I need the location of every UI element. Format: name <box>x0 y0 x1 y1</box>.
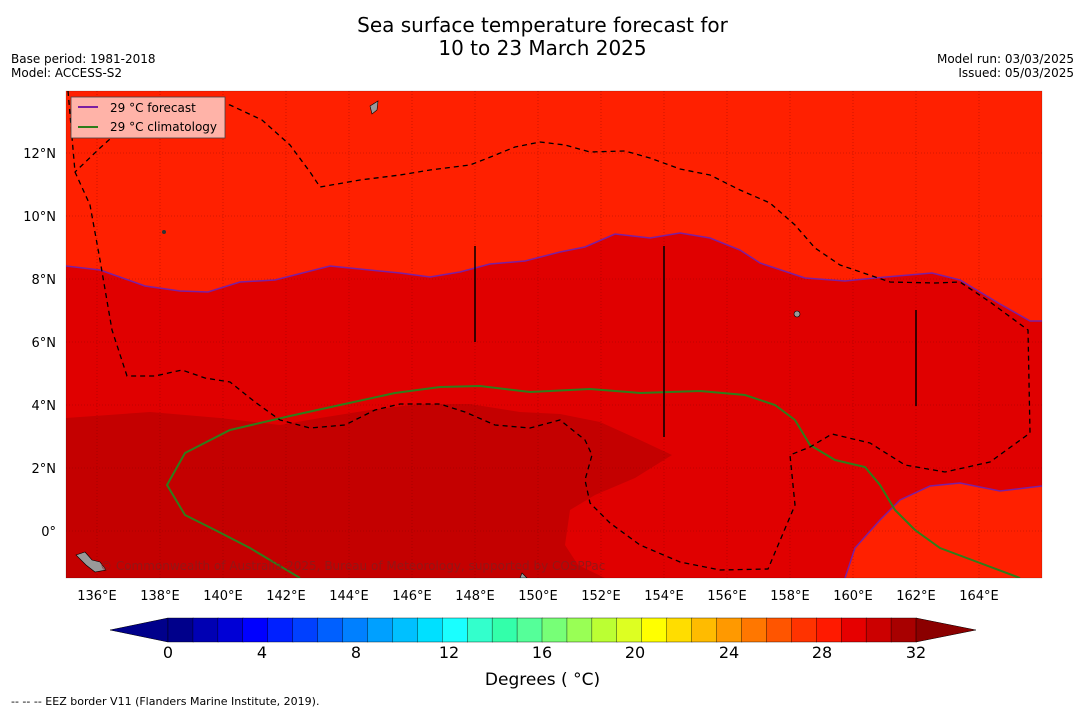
colorbar-tick: 4 <box>257 643 267 662</box>
colorbar-swatch <box>641 617 668 643</box>
colorbar-swatch <box>516 617 543 643</box>
colorbar-swatch <box>317 617 344 643</box>
lat-label: 2°N <box>32 462 57 477</box>
colorbar-swatch <box>541 617 568 643</box>
colorbar-tick: 12 <box>439 643 459 662</box>
lon-label: 148°E <box>455 589 495 604</box>
legend-forecast-label: 29 °C forecast <box>110 101 196 115</box>
legend: 29 °C forecast 29 °C climatology <box>70 96 226 139</box>
colorbar-swatch <box>192 617 219 643</box>
colorbar-swatch <box>591 617 618 643</box>
lon-label: 146°E <box>392 589 432 604</box>
lon-label: 162°E <box>896 589 936 604</box>
base-period-text: Base period: 1981-2018 <box>11 52 156 66</box>
colorbar-tick: 16 <box>532 643 552 662</box>
colorbar-swatch <box>217 617 244 643</box>
climatology-29c-contour <box>165 384 1021 578</box>
lon-label: 160°E <box>833 589 873 604</box>
colorbar-swatch <box>417 617 443 643</box>
lon-label: 136°E <box>77 589 117 604</box>
colorbar-swatch <box>342 617 369 643</box>
colorbar-swatch <box>267 617 294 643</box>
colorbar-swatch <box>616 617 643 643</box>
lon-label: 164°E <box>959 589 999 604</box>
lon-label: 150°E <box>518 589 558 604</box>
map-title: Sea surface temperature forecast for 10 … <box>0 14 1085 60</box>
credit-watermark: © Commonwealth of Australia 2025, Bureau… <box>100 559 605 573</box>
colorbar-tick: 8 <box>351 643 361 662</box>
colorbar-arrow-low <box>109 617 169 643</box>
island-new-guinea <box>75 551 107 573</box>
lon-label: 140°E <box>203 589 243 604</box>
colorbar-swatch <box>392 617 419 643</box>
lon-label: 144°E <box>329 589 369 604</box>
lon-label: 154°E <box>644 589 684 604</box>
eez-border <box>67 91 1031 571</box>
island-small-3 <box>519 572 528 578</box>
lat-label: 10°N <box>23 210 56 225</box>
lon-label: 152°E <box>581 589 621 604</box>
lon-label: 156°E <box>707 589 747 604</box>
colorbar-swatch <box>467 617 493 643</box>
lat-label: 0° <box>41 525 56 540</box>
legend-climatology-label: 29 °C climatology <box>110 120 217 134</box>
colorbar-swatch <box>292 617 319 643</box>
meta-right: Model run: 03/03/2025 Issued: 05/03/2025 <box>937 52 1074 80</box>
colorbar-swatch <box>566 617 593 643</box>
colorbar <box>109 617 977 643</box>
title-line-2: 10 to 23 March 2025 <box>438 36 647 60</box>
meta-left: Base period: 1981-2018 Model: ACCESS-S2 <box>11 52 156 80</box>
island-guam <box>369 100 379 115</box>
island-small-1 <box>793 310 801 318</box>
lat-axis: 12°N 10°N 8°N 6°N 4°N 2°N 0° <box>23 147 56 540</box>
colorbar-swatch <box>691 617 718 643</box>
colorbar-label: Degrees ( °C) <box>484 670 601 690</box>
colorbar-swatch <box>442 617 468 643</box>
forecast-29c-contour <box>66 232 1042 322</box>
colorbar-swatch <box>167 617 194 643</box>
colorbar-swatch <box>242 617 269 643</box>
colorbar-swatch <box>890 617 917 643</box>
colorbar-tick: 28 <box>812 643 832 662</box>
colorbar-swatch <box>791 617 817 643</box>
lon-axis: 136°E 138°E 140°E 142°E 144°E 146°E 148°… <box>77 589 999 604</box>
forecast-29c-contour-south <box>844 482 1042 578</box>
colorbar-swatch <box>716 617 743 643</box>
colorbar-arrow-high <box>915 617 977 643</box>
model-text: Model: ACCESS-S2 <box>11 66 123 80</box>
eez-footnote: -- -- -- EEZ border V11 (Flanders Marine… <box>11 695 320 708</box>
colorbar-swatch <box>816 617 842 643</box>
lat-label: 4°N <box>32 399 57 414</box>
colorbar-swatch <box>766 617 793 643</box>
colorbar-ticks: 0 4 8 12 16 20 24 28 32 <box>163 643 926 662</box>
issued-text: Issued: 05/03/2025 <box>958 66 1074 80</box>
colorbar-swatch <box>367 617 394 643</box>
lon-label: 138°E <box>140 589 180 604</box>
colorbar-tick: 32 <box>906 643 926 662</box>
lat-label: 8°N <box>32 273 57 288</box>
title-line-1: Sea surface temperature forecast for <box>357 13 728 37</box>
colorbar-swatch <box>865 617 892 643</box>
model-run-text: Model run: 03/03/2025 <box>936 52 1074 66</box>
colorbar-tick: 0 <box>163 643 173 662</box>
colorbar-swatch <box>491 617 518 643</box>
lon-label: 142°E <box>266 589 306 604</box>
lat-label: 12°N <box>23 147 56 162</box>
colorbar-tick: 20 <box>625 643 645 662</box>
island-small-2 <box>162 230 166 234</box>
lat-label: 6°N <box>32 336 57 351</box>
colorbar-swatch <box>666 617 693 643</box>
colorbar-swatch <box>741 617 768 643</box>
lon-label: 158°E <box>770 589 810 604</box>
warm-region-31 <box>66 404 672 578</box>
colorbar-tick: 24 <box>719 643 739 662</box>
colorbar-swatch <box>841 617 867 643</box>
